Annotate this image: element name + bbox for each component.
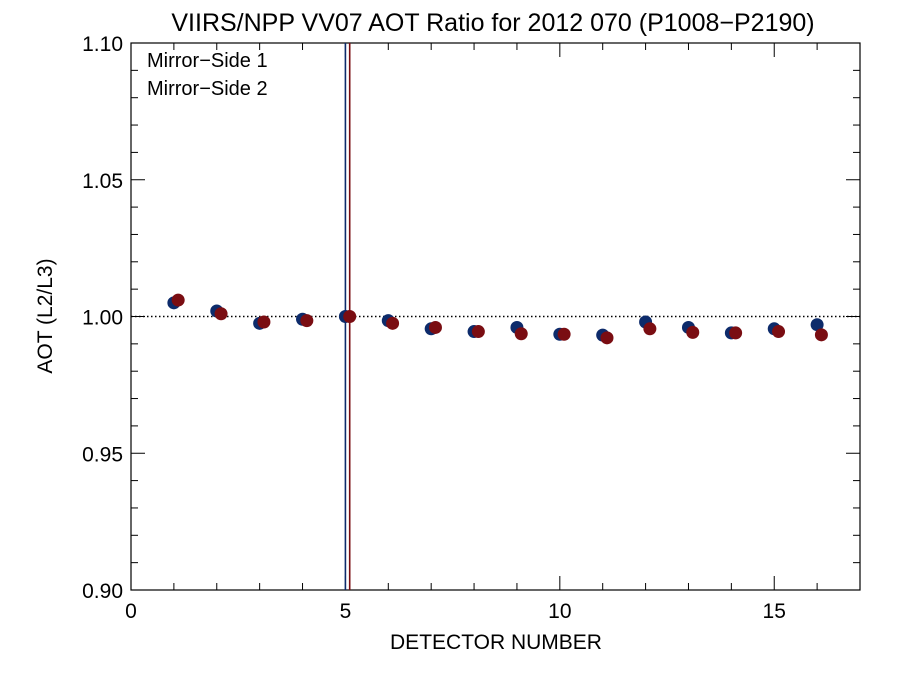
legend-entry-mirror-side-1: Mirror−Side 1 (147, 50, 268, 72)
point-mirror-side-2 (514, 327, 528, 341)
y-tick-label: 1.05 (82, 170, 123, 193)
point-mirror-side-2 (214, 307, 228, 321)
point-mirror-side-2 (814, 328, 828, 342)
x-tick-label: 5 (340, 600, 352, 623)
x-tick-label: 0 (125, 600, 137, 623)
point-mirror-side-2 (772, 325, 786, 339)
point-mirror-side-1 (810, 318, 824, 332)
point-mirror-side-2 (471, 325, 485, 339)
x-tick-label: 15 (763, 600, 786, 623)
y-tick-label: 1.00 (82, 307, 123, 330)
point-mirror-side-2 (729, 326, 743, 340)
y-axis-label: AOT (L2/L3) (34, 258, 57, 373)
legend: Mirror−Side 1 Mirror−Side 2 (147, 50, 268, 100)
point-mirror-side-2 (557, 327, 571, 341)
x-tick-label: 10 (548, 600, 571, 623)
chart-title: VIIRS/NPP VV07 AOT Ratio for 2012 070 (P… (171, 9, 814, 37)
point-mirror-side-2 (686, 325, 700, 339)
point-mirror-side-2 (171, 293, 185, 307)
x-axis-label: DETECTOR NUMBER (390, 631, 602, 654)
point-mirror-side-2 (643, 322, 657, 336)
point-mirror-side-2 (386, 316, 400, 330)
y-tick-label: 0.90 (82, 580, 123, 603)
data-points (167, 293, 828, 345)
point-mirror-side-2 (428, 320, 442, 334)
point-mirror-side-2 (257, 315, 271, 329)
y-tick-label: 0.95 (82, 443, 123, 466)
point-mirror-side-2 (343, 310, 357, 323)
point-mirror-side-2 (600, 331, 614, 345)
legend-entry-mirror-side-2: Mirror−Side 2 (147, 78, 268, 100)
y-tick-label: 1.10 (82, 33, 123, 56)
point-mirror-side-2 (300, 314, 314, 328)
reference-lines (131, 43, 860, 590)
